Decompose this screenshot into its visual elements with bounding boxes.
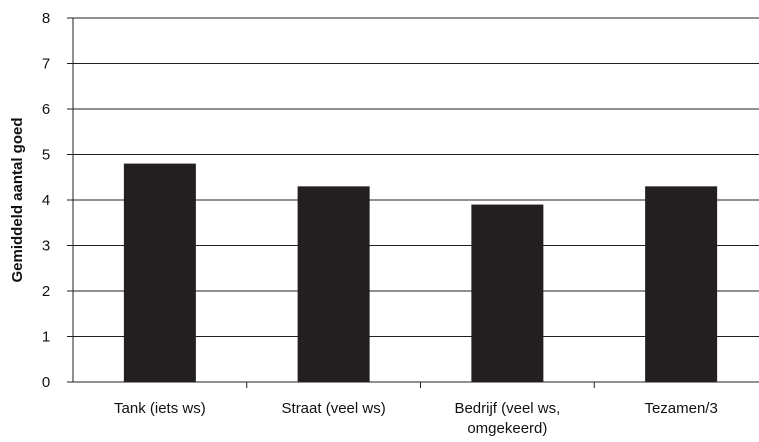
y-tick-label: 3 xyxy=(42,238,50,255)
y-tick-label: 1 xyxy=(42,329,50,346)
y-tick-label: 5 xyxy=(42,147,50,164)
y-tick-label: 2 xyxy=(42,283,50,300)
bar-4 xyxy=(645,186,718,382)
y-axis-title: Gemiddeld aantal goed xyxy=(9,117,26,282)
y-tick-label: 8 xyxy=(42,10,50,27)
bar-2 xyxy=(297,186,370,382)
x-category-label: Tezamen/3 xyxy=(644,400,717,417)
y-tick-label: 6 xyxy=(42,101,50,118)
bar-1 xyxy=(123,163,196,382)
x-category-label: Straat (veel ws) xyxy=(282,400,386,417)
x-category-label: omgekeerd) xyxy=(467,420,547,437)
y-tick-label: 4 xyxy=(42,192,50,209)
bar-3 xyxy=(471,204,544,382)
x-category-label: Bedrijf (veel ws, xyxy=(454,400,560,417)
x-category-label: Tank (iets ws) xyxy=(114,400,206,417)
y-tick-label: 7 xyxy=(42,56,50,73)
y-tick-label: 0 xyxy=(42,374,50,391)
